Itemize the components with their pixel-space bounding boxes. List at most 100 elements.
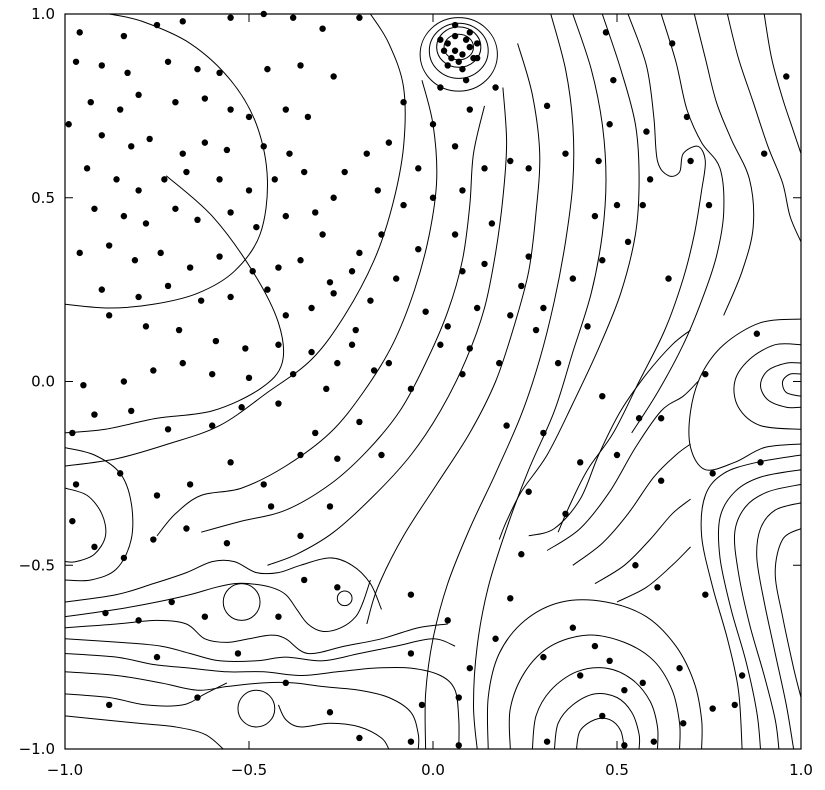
data-point-226 [753,330,761,337]
data-point-100 [117,470,124,477]
data-point-61 [275,264,282,271]
data-point-94 [209,422,216,429]
data-point-258 [407,650,415,657]
data-point-103 [227,459,234,466]
data-point-69 [282,312,289,319]
data-point-115 [297,532,304,540]
c-left-bottom-3 [65,619,448,655]
data-point-235 [518,551,525,558]
data-point-122 [301,576,308,584]
data-point-228 [757,459,764,466]
data-point-207 [554,359,562,367]
data-point-44 [301,168,308,176]
data-point-189 [451,32,459,40]
c-left-bottom-5 [65,653,460,749]
data-point-108 [69,517,76,525]
data-point-18 [87,99,94,106]
data-point-214 [525,488,532,495]
x-tick-label-0: −1.0 [47,761,83,779]
data-point-114 [267,503,275,510]
c-bottom-well-3 [553,692,641,749]
data-point-91 [91,411,98,418]
data-point-246 [680,720,687,727]
data-point-249 [543,738,551,745]
data-point-9 [72,58,80,65]
data-point-224 [761,150,768,157]
data-point-259 [418,701,426,709]
data-point-83 [150,367,157,374]
data-point-21 [172,99,179,106]
data-point-188 [440,47,448,54]
c-center-basin-1 [528,329,691,537]
data-point-45 [91,205,98,212]
data-point-129 [234,650,242,657]
data-point-131 [326,709,334,716]
data-point-49 [194,216,201,223]
data-point-121 [275,613,282,620]
data-point-78 [308,348,315,356]
data-point-243 [577,672,584,679]
data-point-67 [227,293,234,301]
data-point-234 [507,595,514,602]
data-point-198 [543,102,551,110]
data-point-60 [249,268,256,275]
data-point-42 [245,187,253,194]
data-point-117 [102,609,109,617]
data-point-176 [326,279,334,286]
data-point-229 [709,470,716,477]
data-point-136 [444,323,451,330]
data-point-105 [297,451,304,459]
c-ring-6 [424,14,575,749]
c-r-lower-3 [733,483,801,749]
data-point-62 [297,257,304,264]
c-ring-4 [267,87,508,566]
data-point-253 [643,128,650,135]
data-point-93 [164,426,172,433]
data-point-201 [613,201,621,209]
c-big-disk [65,175,285,434]
data-point-159 [492,84,499,91]
data-point-220 [683,113,691,121]
data-point-2 [153,21,161,29]
c-left-bottom-1 [65,557,382,610]
c-center-basin-2 [546,381,699,551]
c-center-basin-3 [572,443,691,566]
c-top-cluster-4 [419,17,498,92]
data-point-162 [400,201,407,209]
c-left-bottom-6 [65,671,420,749]
data-point-221 [646,176,654,183]
data-point-116 [326,503,334,510]
data-point-95 [238,404,245,411]
data-point-0 [76,29,83,36]
c-small-well-a [222,583,261,621]
data-point-179 [437,84,444,91]
data-point-10 [98,62,106,69]
data-point-151 [488,220,496,227]
data-point-248 [731,701,738,709]
c-left-bottom-9 [277,704,390,749]
data-point-20 [135,91,142,99]
data-point-34 [260,143,267,150]
data-point-86 [245,374,253,382]
data-point-28 [98,132,106,139]
data-point-80 [352,326,359,334]
c-ring-9 [557,14,706,533]
data-point-52 [282,212,289,220]
y-tick-label-4: 1.0 [31,5,55,23]
data-point-130 [282,679,289,687]
data-point-47 [142,220,150,227]
x-tick-label-3: 0.5 [605,761,629,779]
c-center-basin-5 [616,546,691,603]
data-point-102 [186,481,194,488]
data-point-186 [455,58,462,65]
data-point-29 [128,143,135,150]
data-point-123 [334,584,341,591]
c-left-bottom-2 [65,579,371,633]
data-point-56 [131,257,139,264]
data-point-22 [201,95,209,102]
data-point-145 [459,268,466,275]
data-point-82 [120,378,128,385]
data-point-40 [183,168,190,176]
data-point-191 [473,40,481,47]
